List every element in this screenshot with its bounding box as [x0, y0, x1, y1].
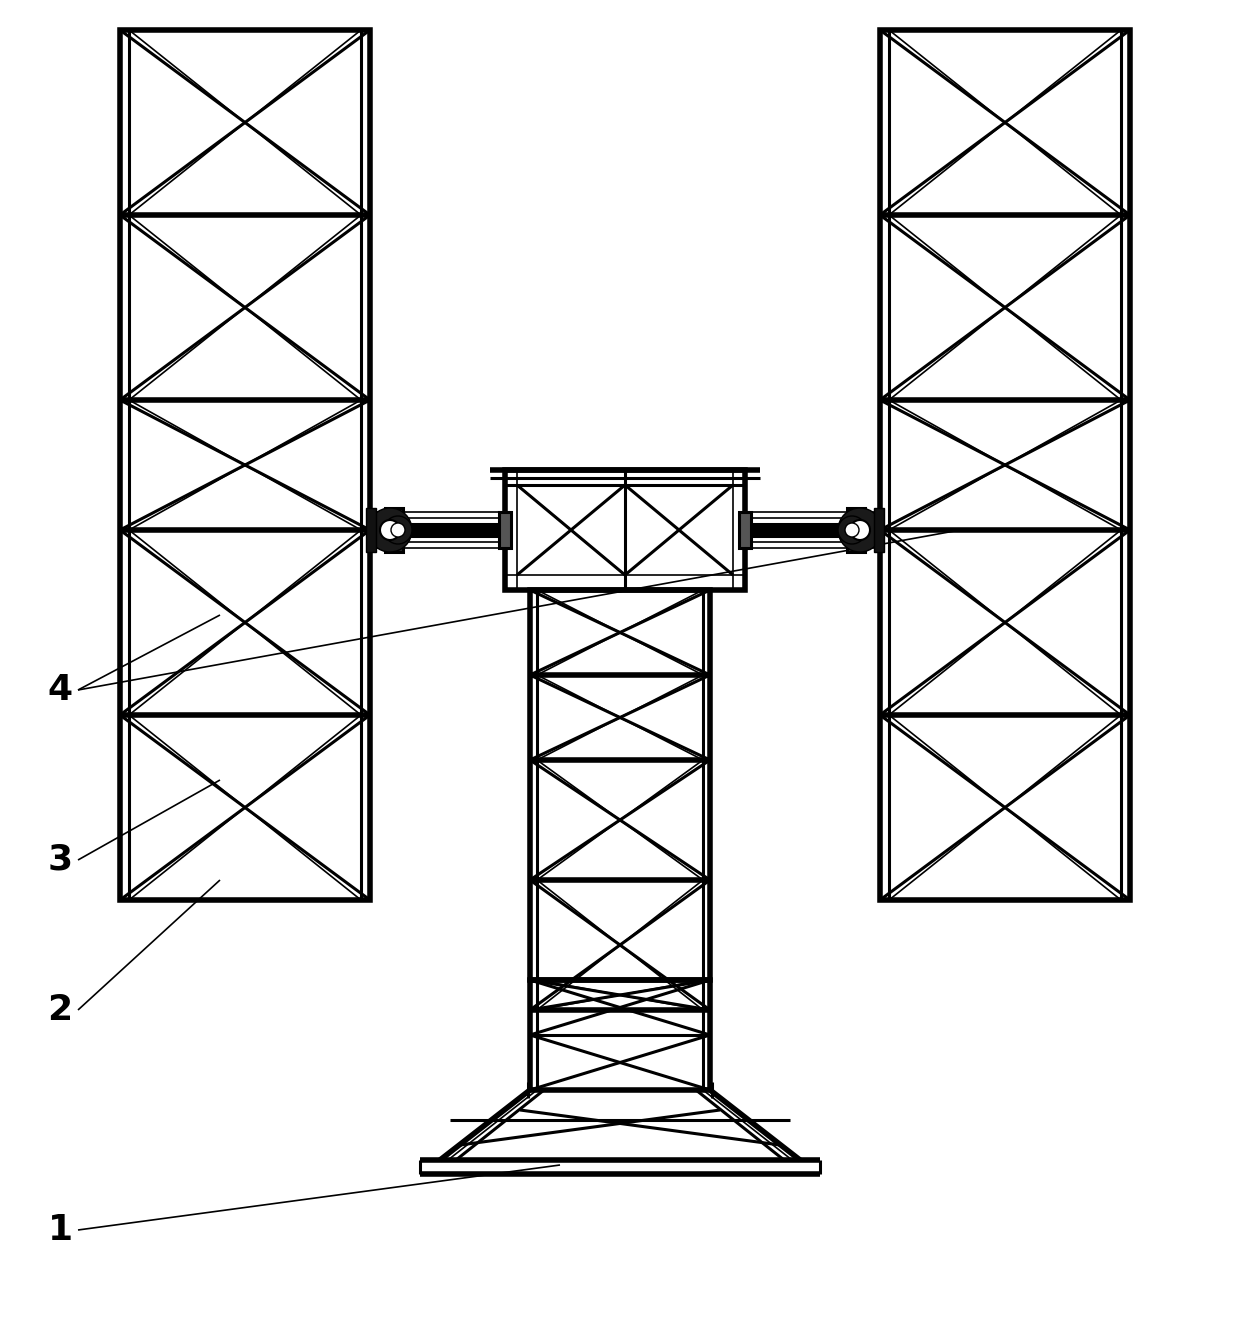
Bar [498, 512, 511, 548]
Bar [529, 590, 711, 980]
Circle shape [384, 516, 412, 544]
Bar [120, 30, 370, 900]
Circle shape [849, 520, 870, 540]
Circle shape [844, 523, 859, 538]
Circle shape [838, 516, 866, 544]
Bar [739, 512, 751, 548]
Circle shape [379, 520, 401, 540]
Text: 2: 2 [47, 993, 73, 1027]
Text: 1: 1 [47, 1214, 73, 1247]
Circle shape [368, 508, 412, 552]
Text: 4: 4 [47, 673, 73, 707]
Bar [505, 470, 745, 590]
Text: 3: 3 [47, 843, 73, 878]
Bar [874, 508, 884, 552]
Bar [366, 508, 376, 552]
Circle shape [838, 508, 882, 552]
Bar [384, 508, 403, 552]
Circle shape [391, 523, 405, 538]
Bar [880, 30, 1130, 900]
Bar [529, 980, 711, 1090]
Bar [847, 508, 866, 552]
